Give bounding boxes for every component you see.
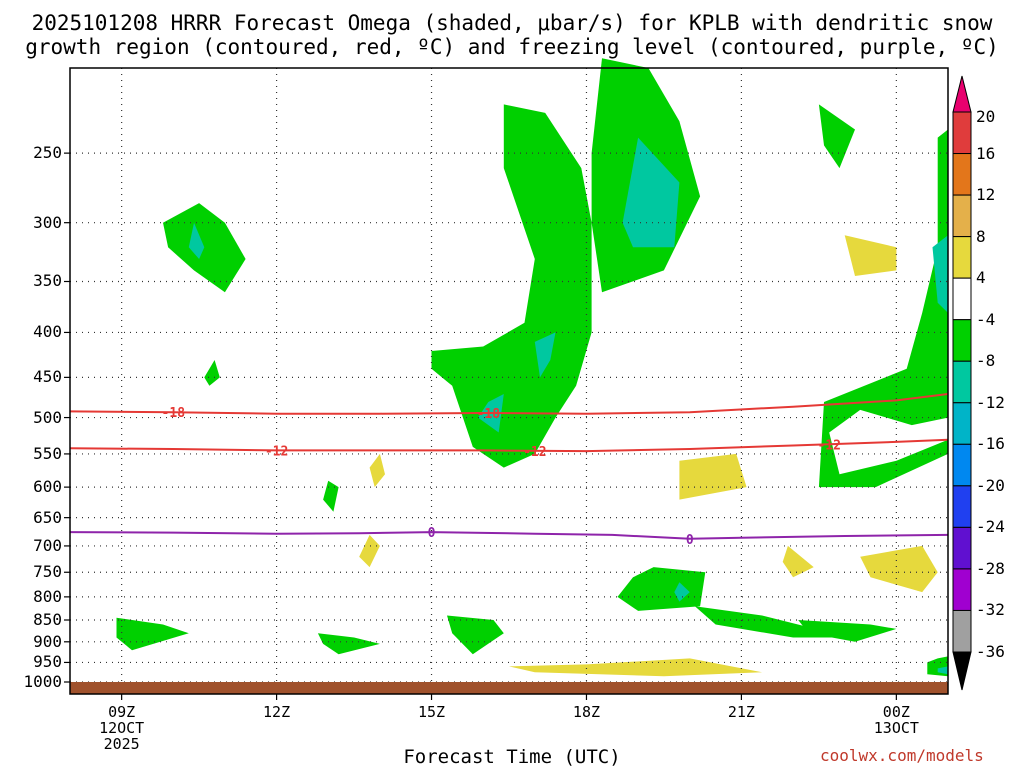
dgz-contour-m12	[69, 438, 949, 453]
omega-area-16	[860, 545, 938, 593]
omega-area-6	[188, 222, 205, 259]
y-tick-label: 400	[33, 322, 62, 342]
colorbar-top-arrow	[952, 75, 972, 113]
omega-area-24	[317, 633, 380, 655]
colorbar-tick-label: 12	[976, 185, 996, 205]
colorbar-tick-label: -20	[976, 475, 1005, 495]
y-tick-label: 450	[33, 367, 62, 387]
dgz-contour-m12-label-2: -12	[817, 438, 840, 453]
omega-area-25	[447, 615, 504, 655]
colorbar-band-5	[952, 319, 972, 362]
y-tick-label: 950	[33, 652, 62, 672]
y-tick-label: 500	[33, 407, 62, 427]
colorbar-tick-label: 20	[976, 107, 996, 126]
colorbar-bottom-arrow	[952, 651, 972, 691]
x-tick-label: 00Z	[882, 703, 910, 721]
omega-area-20	[674, 582, 690, 602]
x-tick-label: 15Z	[417, 703, 446, 721]
colorbar-tick-label: -16	[976, 434, 1005, 454]
terrain-bar	[70, 682, 948, 694]
x-tick-label: 09Z	[108, 703, 136, 721]
y-tick-label: 850	[33, 609, 62, 629]
omega-area-17	[782, 545, 814, 578]
x-tick-label: 18Z	[572, 703, 601, 721]
chart-title-line-2: growth region (contoured, red, ºC) and f…	[25, 35, 999, 59]
dgz-contour-m18-label-1: -18	[477, 407, 501, 422]
chart-title-line-1: 2025101208 HRRR Forecast Omega (shaded, …	[31, 11, 993, 35]
colorbar-tick-label: -28	[976, 558, 1005, 578]
colorbar-tick-label: -36	[976, 642, 1005, 661]
colorbar-band-10	[952, 526, 972, 570]
y-tick-label: 1000	[23, 672, 62, 691]
colorbar-band-12	[952, 609, 972, 653]
site-credit[interactable]: coolwx.com/models	[820, 746, 984, 765]
y-tick-label: 900	[33, 631, 62, 651]
x-tick-label: 13OCT	[873, 719, 919, 737]
omega-area-8	[323, 480, 339, 512]
plot-frame	[69, 67, 949, 695]
omega-area-23	[116, 617, 189, 651]
colorbar-tick-label: 16	[976, 143, 996, 163]
omega-area-5	[163, 203, 246, 293]
colorbar-tick-label: -32	[976, 600, 1005, 620]
omega-area-0	[431, 104, 592, 468]
omega-area-15	[359, 534, 380, 568]
y-tick-label: 550	[33, 443, 62, 463]
y-tick-label: 650	[33, 507, 62, 527]
omega-area-9	[818, 104, 855, 169]
x-tick-label: 21Z	[727, 703, 755, 721]
y-tick-label: 750	[33, 562, 62, 582]
y-tick-label: 250	[33, 143, 62, 163]
colorbar-band-1	[952, 153, 972, 196]
omega-area-19	[617, 567, 706, 611]
x-tick-label: 2025	[103, 735, 140, 753]
omega-area-12	[844, 235, 897, 276]
y-tick-label: 350	[33, 271, 62, 291]
colorbar-band-9	[952, 485, 972, 528]
x-axis-title: Forecast Time (UTC)	[403, 746, 621, 768]
colorbar-tick-label: 8	[976, 226, 986, 246]
colorbar-band-6	[952, 360, 972, 404]
omega-area-14	[369, 453, 385, 488]
y-tick-label: 700	[33, 535, 62, 555]
dgz-contour-m18	[69, 393, 949, 415]
omega-area-7	[204, 360, 220, 386]
colorbar-band-11	[952, 568, 972, 611]
colorbar-tick-label: -8	[976, 351, 996, 371]
colorbar-tick-label: -4	[976, 309, 996, 329]
omega-area-11	[932, 235, 948, 313]
y-tick-label: 800	[33, 586, 62, 606]
dgz-contour-m18-label-0: -18	[162, 406, 186, 421]
dgz-contour-m12-label-1: -12	[523, 445, 546, 460]
colorbar-band-7	[952, 402, 972, 445]
colorbar-tick-label: 4	[976, 268, 986, 288]
colorbar-band-2	[952, 194, 972, 238]
y-tick-label: 300	[33, 212, 62, 232]
colorbar-tick-label: -12	[976, 392, 1005, 412]
freezing-level-contour-label-1: 0	[686, 533, 694, 548]
colorbar-band-0	[952, 111, 972, 155]
x-tick-label: 12Z	[263, 703, 291, 721]
dgz-contour-m12-label-0: -12	[265, 444, 288, 459]
omega-area-3	[534, 332, 556, 378]
y-tick-label: 600	[33, 477, 62, 497]
colorbar-band-3	[952, 236, 972, 279]
omega-area-22	[798, 620, 897, 642]
omega-area-13	[679, 453, 747, 500]
freezing-level-contour-label-0: 0	[428, 526, 436, 541]
colorbar-band-4	[952, 277, 972, 321]
colorbar-band-8	[952, 443, 972, 487]
omega-area-2	[622, 137, 680, 248]
freezing-level-contour	[69, 531, 949, 540]
x-tick-label: 12OCT	[99, 719, 145, 737]
omega-area-18	[509, 658, 763, 677]
omega-area-27	[937, 666, 948, 675]
colorbar-tick-label: -24	[976, 517, 1005, 537]
